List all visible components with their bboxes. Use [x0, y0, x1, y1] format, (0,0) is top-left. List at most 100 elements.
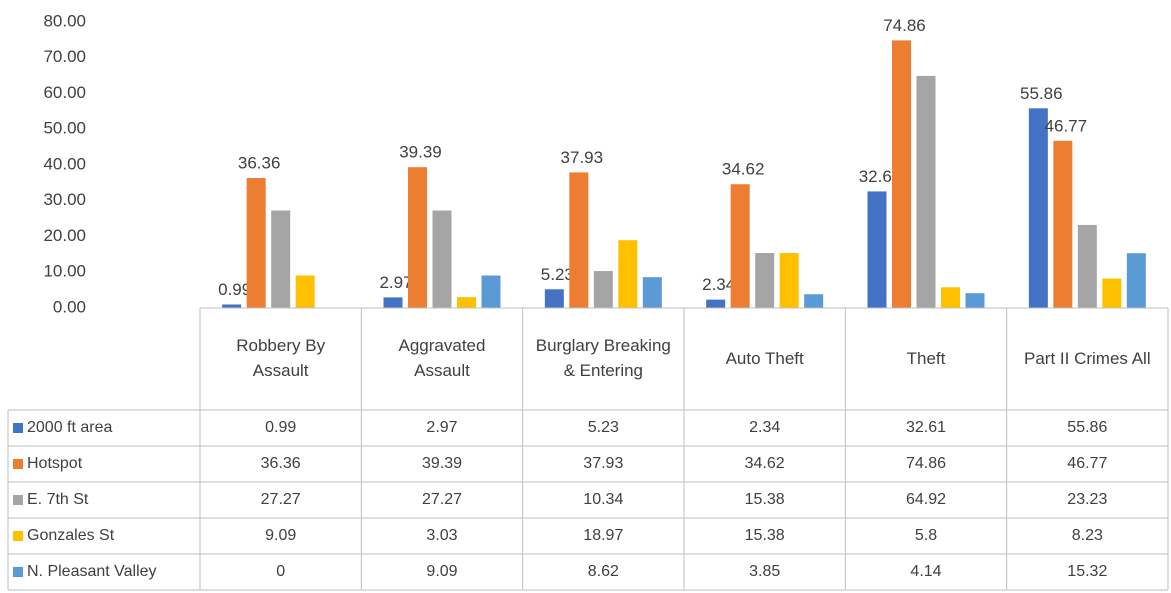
legend-key — [13, 459, 23, 469]
y-tick-label: 40.00 — [43, 154, 86, 173]
y-tick-label: 20.00 — [43, 226, 86, 245]
table-cell: 9.09 — [426, 563, 457, 580]
table-cell: 9.09 — [265, 527, 296, 544]
table-cell: 4.14 — [910, 563, 941, 580]
y-tick-label: 60.00 — [43, 83, 86, 102]
legend-key — [13, 531, 23, 541]
bar — [432, 210, 452, 308]
data-label: 74.86 — [883, 16, 926, 35]
data-label: 36.36 — [238, 153, 281, 172]
legend-label: E. 7th St — [27, 491, 89, 508]
data-label: 32.61 — [859, 167, 902, 186]
bar — [706, 299, 726, 308]
table-cell: 0.99 — [265, 419, 296, 436]
legend-key — [13, 495, 23, 505]
table-cell: 32.61 — [906, 419, 946, 436]
bar — [779, 253, 799, 308]
data-label: 39.39 — [399, 143, 442, 162]
category-cell: Part II Crimes All — [1024, 348, 1151, 368]
y-tick-label: 50.00 — [43, 119, 86, 138]
bar — [271, 210, 291, 308]
x-tick-label: Part II Crimes All — [1024, 348, 1151, 368]
table-cell: 46.77 — [1067, 455, 1107, 472]
table-cell: 23.23 — [1067, 491, 1107, 508]
table-cell: 5.23 — [588, 419, 619, 436]
bar — [383, 297, 403, 308]
table-cell: 8.23 — [1072, 527, 1103, 544]
y-tick-label: 30.00 — [43, 190, 86, 209]
table-cell: 27.27 — [261, 491, 301, 508]
bar — [1077, 224, 1097, 308]
y-tick-label: 0.00 — [53, 297, 86, 316]
bar — [916, 75, 936, 308]
bar — [867, 191, 887, 308]
bar — [965, 293, 985, 308]
data-label: 0.99 — [218, 280, 251, 299]
table-cell: 2.34 — [749, 419, 780, 436]
bar — [1102, 278, 1122, 308]
bar — [544, 289, 564, 308]
bar — [408, 167, 427, 308]
bar — [941, 287, 960, 308]
table-cell: 3.03 — [426, 527, 457, 544]
bar — [642, 277, 662, 308]
bar — [755, 253, 775, 308]
legend-label: 2000 ft area — [27, 419, 113, 436]
y-tick-label: 70.00 — [43, 47, 86, 66]
data-label: 46.77 — [1045, 116, 1088, 135]
x-tick-label: Robbery By Assault — [236, 336, 326, 380]
y-tick-label: 10.00 — [43, 262, 86, 281]
table-cell: 15.32 — [1067, 563, 1107, 580]
table-cell: 0 — [276, 563, 285, 580]
table-cell: 3.85 — [749, 563, 780, 580]
bar — [1053, 140, 1073, 308]
table-cell: 15.38 — [745, 491, 785, 508]
x-tick-label: Auto Theft — [725, 348, 804, 368]
category-cell: Robbery By Assault — [236, 336, 326, 380]
x-tick-label: Theft — [906, 348, 946, 368]
bar — [1126, 253, 1146, 308]
bar — [730, 184, 750, 308]
category-cell: Aggravated Assault — [398, 336, 486, 380]
table-cell: 36.36 — [261, 455, 301, 472]
data-label: 2.34 — [702, 275, 735, 294]
table-cell: 5.8 — [915, 527, 937, 544]
table-cell: 10.34 — [583, 491, 623, 508]
bar — [481, 275, 501, 308]
category-cell: Burglary Breaking & Entering — [535, 336, 671, 380]
bar — [222, 304, 242, 308]
legend-label: Hotspot — [27, 455, 83, 472]
category-cell: Theft — [906, 348, 946, 368]
legend-label: Gonzales St — [27, 527, 115, 544]
legend-label: N. Pleasant Valley — [27, 563, 157, 580]
table-cell: 27.27 — [422, 491, 462, 508]
x-tick-label: Aggravated Assault — [398, 336, 486, 380]
y-tick-label: 80.00 — [43, 11, 86, 30]
bar — [1028, 108, 1048, 308]
table-cell: 37.93 — [583, 455, 623, 472]
table-cell: 64.92 — [906, 491, 946, 508]
bar — [295, 275, 315, 308]
table-cell: 55.86 — [1067, 419, 1107, 436]
bar — [804, 294, 824, 308]
data-label: 2.97 — [379, 273, 412, 292]
bar — [618, 240, 638, 308]
x-tick-label: Burglary Breaking & Entering — [535, 336, 671, 380]
data-label: 34.62 — [722, 160, 765, 179]
table-cell: 15.38 — [745, 527, 785, 544]
table-cell: 34.62 — [745, 455, 785, 472]
legend-key — [13, 423, 23, 433]
table-cell: 74.86 — [906, 455, 946, 472]
bar — [569, 172, 589, 308]
data-label: 37.93 — [561, 148, 604, 167]
table-cell: 18.97 — [583, 527, 623, 544]
bar — [457, 297, 476, 308]
bar — [892, 40, 911, 309]
bar — [593, 271, 613, 308]
legend-key — [13, 567, 23, 577]
table-cell: 8.62 — [588, 563, 619, 580]
table-cell: 2.97 — [426, 419, 457, 436]
category-cell: Auto Theft — [725, 348, 804, 368]
data-label: 55.86 — [1020, 84, 1063, 103]
